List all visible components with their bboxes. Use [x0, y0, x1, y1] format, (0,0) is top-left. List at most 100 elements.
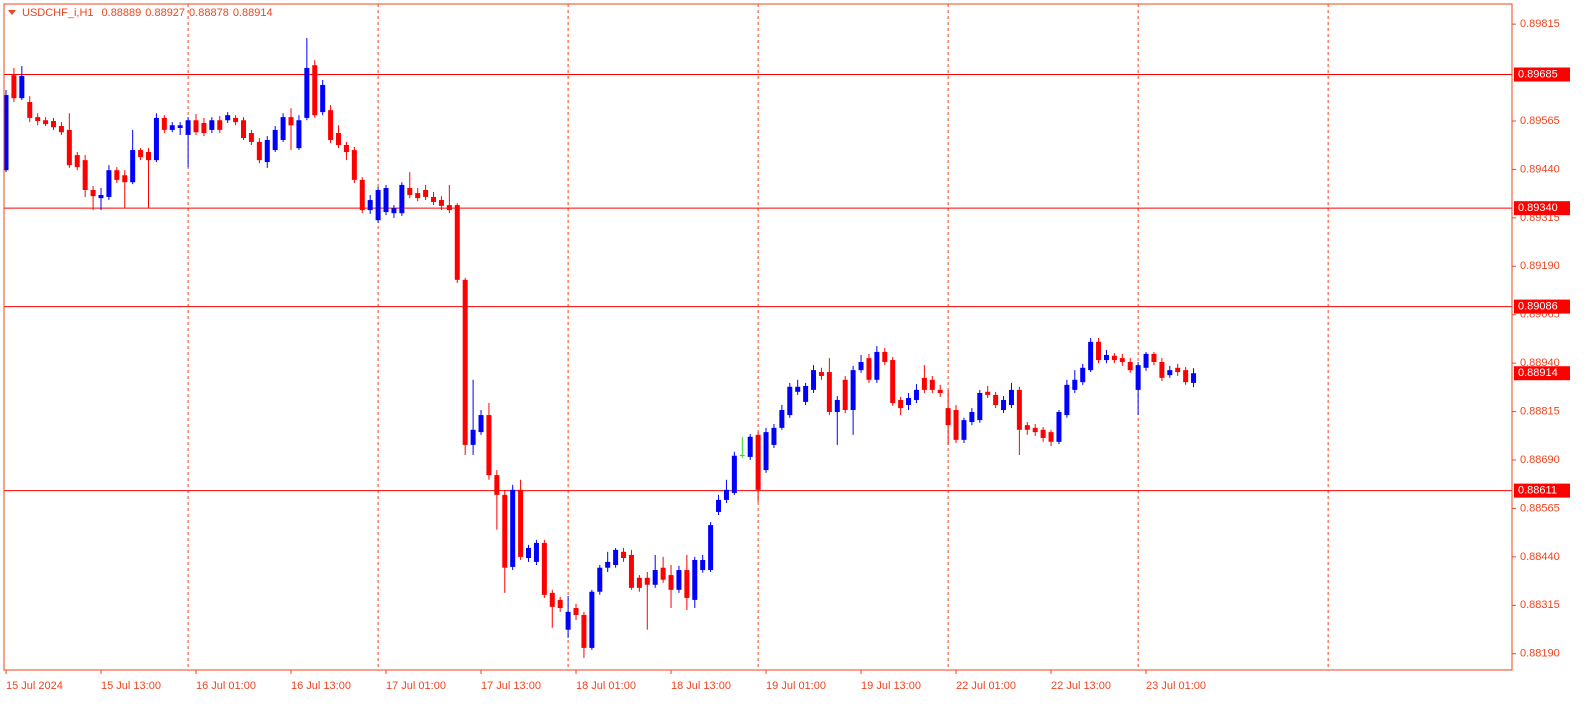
- candle-body: [1080, 367, 1086, 383]
- candle-body: [795, 386, 801, 392]
- candle-body: [169, 125, 175, 130]
- candle-body: [866, 358, 872, 380]
- candle-body: [613, 549, 619, 566]
- candle-body: [241, 120, 247, 139]
- candle-body: [43, 120, 49, 125]
- candle-body: [288, 117, 294, 126]
- candle-body: [1159, 361, 1165, 378]
- candle-body: [652, 570, 658, 585]
- level-label: 0.89340: [1518, 202, 1558, 214]
- x-tick-label: 17 Jul 13:00: [481, 680, 541, 692]
- candle-body: [470, 429, 476, 445]
- candle-body: [874, 351, 880, 380]
- candle-body: [272, 129, 278, 151]
- x-tick-label: 16 Jul 01:00: [196, 680, 256, 692]
- candle-body: [692, 559, 698, 600]
- candle-body: [518, 489, 524, 557]
- candles-layer: [3, 38, 1197, 658]
- candle-body: [898, 399, 904, 409]
- candle-body: [811, 370, 817, 390]
- candle-body: [399, 184, 405, 214]
- candle-body: [961, 420, 967, 440]
- x-tick-label: 18 Jul 01:00: [576, 680, 636, 692]
- candle-body: [478, 415, 484, 433]
- level-box: [1514, 299, 1570, 314]
- candle-body: [1088, 341, 1094, 371]
- candle-body: [731, 455, 737, 493]
- candle-body: [1048, 432, 1054, 442]
- candle-body: [296, 120, 302, 149]
- menu-arrow[interactable]: [8, 10, 16, 15]
- candle-body: [161, 117, 167, 130]
- candle-body: [415, 193, 421, 199]
- candle-body: [138, 150, 144, 158]
- candle-body: [177, 125, 183, 128]
- candle-body: [66, 129, 72, 166]
- y-tick-label: 0.89190: [1520, 260, 1560, 272]
- level-label: 0.89086: [1518, 300, 1558, 312]
- candle-body: [1183, 370, 1189, 383]
- candle-body: [723, 489, 729, 500]
- y-tick-label: 0.88315: [1520, 599, 1560, 611]
- candle-body: [803, 386, 809, 402]
- header-value: 0.88914: [233, 7, 273, 19]
- candle-body: [953, 410, 959, 440]
- candle-body: [1167, 370, 1173, 376]
- candle-body: [636, 577, 642, 588]
- candle-body: [446, 205, 452, 211]
- x-tick-label: 22 Jul 01:00: [956, 680, 1016, 692]
- candle-body: [937, 389, 943, 393]
- candle-body: [90, 189, 96, 197]
- candle-body: [842, 379, 848, 411]
- candle-body: [1008, 389, 1014, 405]
- candle-body: [628, 554, 634, 588]
- y-tick-label: 0.89440: [1520, 163, 1560, 175]
- y-tick-label: 0.88440: [1520, 551, 1560, 563]
- candle-body: [423, 189, 429, 197]
- candle-body: [890, 360, 896, 404]
- candle-body: [1103, 355, 1109, 361]
- candle-body: [1127, 361, 1133, 371]
- plot-frame: [3, 3, 1513, 671]
- candle-body: [312, 65, 318, 116]
- candle-body: [74, 155, 80, 168]
- candle-body: [431, 196, 437, 202]
- candle-body: [248, 133, 254, 142]
- candle-body: [1040, 429, 1046, 438]
- candle-body: [913, 389, 919, 400]
- candle-body: [1056, 411, 1062, 442]
- x-tick-label: 17 Jul 01:00: [386, 680, 446, 692]
- candle-body: [146, 152, 152, 161]
- last-price-box: [1514, 366, 1570, 381]
- candle-body: [264, 139, 270, 163]
- level-label: 0.88611: [1518, 485, 1557, 497]
- candle-body: [716, 499, 722, 512]
- candle-body: [526, 547, 532, 559]
- grid-layer: [187, 4, 1329, 670]
- candle-body: [906, 398, 912, 405]
- candle-body: [320, 84, 326, 113]
- x-tick-label: 16 Jul 13:00: [291, 680, 351, 692]
- candle-body: [993, 394, 999, 405]
- candle-body: [1032, 427, 1038, 433]
- y-tick-label: 0.88190: [1520, 648, 1560, 660]
- candle-body: [676, 570, 682, 590]
- last-price-label: 0.88914: [1518, 367, 1558, 379]
- candle-body: [1111, 355, 1117, 361]
- y-tick-label: 0.88565: [1520, 502, 1560, 514]
- candle-body: [668, 575, 674, 590]
- candle-body: [391, 208, 397, 214]
- symbol-title: USDCHF_i,H1: [22, 7, 94, 19]
- y-tick-label: 0.88940: [1520, 357, 1560, 369]
- candle-body: [106, 170, 112, 197]
- candle-body: [700, 559, 706, 571]
- candle-body: [217, 120, 223, 130]
- candle-body: [921, 377, 927, 390]
- candle-body: [383, 188, 389, 213]
- candle-body: [708, 525, 714, 571]
- level-box: [1514, 201, 1570, 216]
- candle-body: [1024, 425, 1030, 430]
- candle-body: [328, 110, 334, 140]
